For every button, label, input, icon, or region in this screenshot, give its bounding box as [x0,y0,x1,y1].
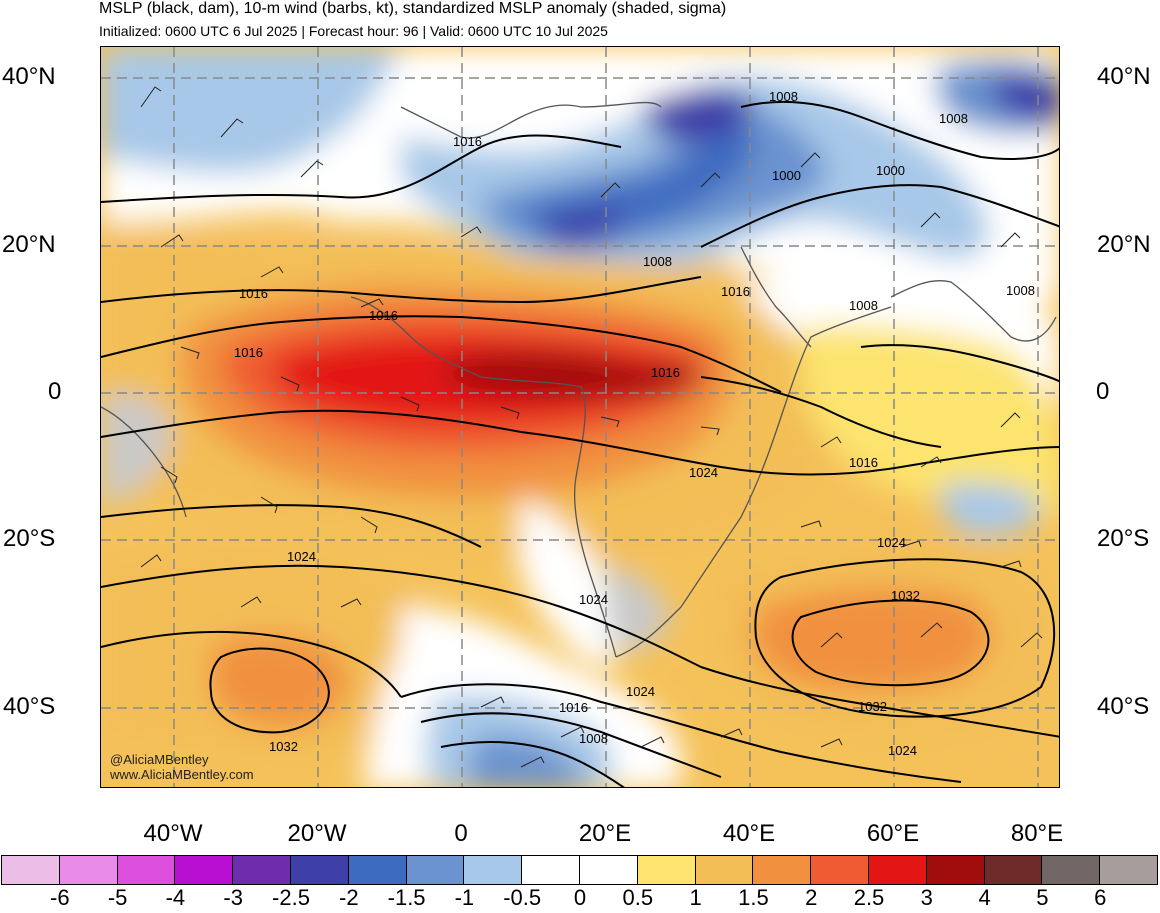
colorbar-label: 0.5 [622,885,654,910]
colorbar-label: 1 [689,885,702,910]
colorbar-label: 0 [573,885,587,910]
lat-label-left: 20°S [3,525,56,552]
colorbar-swatch [347,855,407,885]
colorbar-label: -1 [454,885,475,910]
lon-label: 40°W [143,820,203,847]
lon-label: 20°E [578,820,632,847]
anomaly-shading [101,47,1059,787]
isobar-label: 1032 [891,588,920,603]
coastlines [101,101,1057,658]
isobar-label: 1016 [849,455,878,470]
isobar-label-group: 1016 1008 1000 1000 1008 1008 1016 1016 … [234,89,1035,758]
colorbar-label: 6 [1094,885,1107,910]
isobar-label: 1008 [849,298,878,313]
lat-label-right: 40°S [1097,693,1150,720]
colorbar-swatch [1099,855,1158,885]
isobar-label: 1000 [876,163,905,178]
lat-label-right: 20°S [1097,525,1150,552]
colorbar-label: 2.5 [853,885,885,910]
lat-label-right: 40°N [1097,63,1151,90]
colorbar-label: 4 [978,885,991,910]
isobar-label: 1008 [579,731,608,746]
colorbar-label: -2.5 [272,885,310,910]
isobar-label: 1016 [651,365,680,380]
colorbar-label: -4 [165,885,186,910]
colorbar-swatch [1,855,60,885]
colorbar-swatch [521,855,580,885]
isobar-label: 1016 [559,700,588,715]
isobar-label: 1016 [234,345,263,360]
lat-label-left: 20°N [2,231,56,258]
colorbar-label: -0.5 [503,885,542,910]
lon-label: 20°W [287,820,347,847]
isobar-label: 1024 [877,535,906,550]
isobar-label: 1024 [689,465,718,480]
lon-label: 40°E [722,820,776,847]
lat-label-right: 0 [1096,378,1110,405]
colorbar-swatch [694,855,754,885]
isobars [101,100,1059,787]
lon-label: 60°E [866,820,920,847]
colorbar-swatch [116,855,176,885]
colorbar-swatch [925,855,985,885]
colorbar-swatch [578,855,638,885]
colorbar-swatch [983,855,1043,885]
isobar-label: 1016 [239,286,268,301]
wind-barbs [140,86,1043,768]
isobar-label: 1000 [772,168,801,183]
colorbar-swatch [289,855,349,885]
credit-handle: @AliciaMBentley [110,752,209,767]
isobar-label: 1024 [888,743,917,758]
colorbar-label: -1.5 [387,885,426,910]
lat-label-left: 40°S [3,693,56,720]
colorbar [1,855,1158,885]
lat-label-left: 0 [48,378,62,405]
isobar-label: 1016 [369,308,398,323]
isobar-label: 1032 [858,699,887,714]
isobar-label: 1032 [269,739,298,754]
map-canvas: 1016 1008 1000 1000 1008 1008 1016 1016 … [101,47,1059,787]
colorbar-label: -6 [50,885,70,910]
colorbar-swatch [636,855,696,885]
lat-label-left: 40°N [2,63,56,90]
weather-map: 1016 1008 1000 1000 1008 1008 1016 1016 … [100,46,1060,788]
isobar-label: 1016 [453,134,482,149]
colorbar-label: 1.5 [738,885,769,910]
colorbar-swatch [405,855,465,885]
map-title: MSLP (black, dam), 10-m wind (barbs, kt)… [99,0,727,17]
colorbar-swatch [58,855,118,885]
isobar-label: 1024 [626,684,655,699]
colorbar-label: -3 [223,885,243,910]
credit-text: @AliciaMBentley www.AliciaMBentley.com [110,752,254,782]
colorbar-swatch [463,855,523,885]
lon-label: 0 [454,820,468,847]
lon-label: 80°E [1010,820,1064,847]
colorbar-swatch [752,855,812,885]
colorbar-label: 5 [1036,885,1049,910]
isobar-label: 1008 [1006,283,1035,298]
colorbar-label: -5 [107,885,128,910]
colorbar-label: 3 [920,885,933,910]
colorbar-swatch [867,855,927,885]
colorbar-swatch [1041,855,1101,885]
colorbar-swatch [232,855,291,885]
isobar-label: 1016 [721,284,750,299]
colorbar-label: -2 [339,885,359,910]
colorbar-label: 2 [805,885,818,910]
lat-label-right: 20°N [1097,231,1151,258]
isobar-label: 1008 [643,254,672,269]
isobar-label: 1024 [287,549,316,564]
isobar-label: 1008 [769,89,798,104]
colorbar-swatch [174,855,234,885]
credit-website: www.AliciaMBentley.com [110,767,254,782]
colorbar-swatch [810,855,869,885]
isobar-label: 1024 [579,592,608,607]
isobar-label: 1008 [939,111,968,126]
map-subtitle: Initialized: 0600 UTC 6 Jul 2025 | Forec… [99,23,608,39]
